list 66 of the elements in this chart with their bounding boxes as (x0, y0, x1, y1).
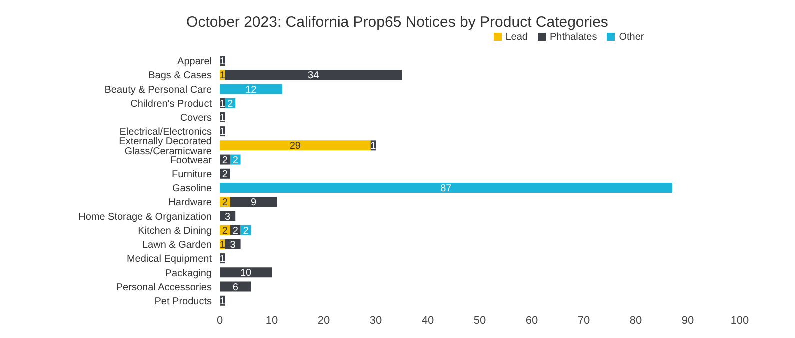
data-label: 1 (220, 70, 226, 82)
y-tick-label: Home Storage & Organization (78, 212, 212, 223)
y-tick-label: Beauty & Personal Care (104, 84, 212, 96)
data-label: 2 (222, 155, 228, 166)
data-label: 1 (220, 98, 226, 110)
y-tick-label: Personal Accessories (116, 282, 212, 294)
y-tick-label: Footwear (170, 155, 213, 166)
data-label: 2 (232, 226, 239, 237)
y-tick-label: Electrical/Electronics (120, 127, 212, 138)
data-label: 3 (230, 240, 236, 251)
legend-label: Phthalates (550, 32, 598, 43)
x-tick-label: 20 (318, 314, 330, 327)
y-tick-label: Apparel (178, 56, 212, 68)
x-tick-label: 70 (578, 314, 590, 327)
y-tick-label: Hardware (168, 198, 212, 209)
data-label: 1 (220, 56, 226, 68)
data-label: 2 (228, 98, 234, 110)
bar (220, 183, 672, 193)
data-label: 2 (243, 226, 250, 237)
data-label: 1 (220, 254, 226, 266)
y-tick-label: Bags & Cases (148, 70, 212, 82)
legend-label: Lead (506, 32, 528, 43)
data-label: 29 (290, 141, 302, 152)
data-label: 1 (220, 112, 226, 124)
x-tick-label: 10 (266, 314, 278, 327)
x-tick-label: 100 (730, 314, 750, 327)
chart-title: October 2023: California Prop65 Notices by Product Categories (186, 13, 610, 32)
data-label: 1 (220, 240, 226, 251)
data-label: 1 (220, 127, 226, 138)
data-label: 2 (222, 169, 228, 180)
x-tick-label: 0 (216, 314, 224, 327)
y-tick-label: Furniture (172, 169, 212, 180)
data-label: 87 (440, 184, 452, 195)
x-tick-label: 40 (422, 314, 434, 327)
data-label: 3 (225, 212, 232, 223)
data-label: 34 (308, 70, 320, 82)
bar (220, 268, 272, 278)
bar (225, 70, 402, 80)
y-tick-label: Packaging (165, 268, 212, 280)
bar (220, 84, 282, 94)
data-label: 9 (251, 198, 258, 209)
y-tick-label: Pet Products (154, 296, 212, 308)
x-tick-label: 80 (630, 314, 642, 327)
data-label: 6 (232, 282, 239, 294)
data-label: 10 (240, 268, 252, 280)
data-label: 1 (220, 296, 226, 308)
y-tick-label: Children's Product (130, 98, 212, 110)
data-label: 2 (222, 226, 228, 237)
data-label: 2 (222, 198, 228, 209)
data-label: 12 (246, 84, 258, 96)
y-tick-label: Covers (180, 113, 212, 124)
bar (220, 282, 252, 292)
x-tick-label: 50 (474, 314, 486, 327)
y-tick-label: Externally Decorated Glass/Ceramicware (119, 136, 212, 158)
x-tick-label: 30 (370, 314, 382, 327)
data-label: 1 (370, 141, 377, 152)
bar (230, 197, 278, 208)
bar (220, 140, 371, 151)
y-tick-label: Medical Equipment (126, 254, 212, 266)
data-label: 2 (232, 155, 239, 166)
y-tick-label: Gasoline (172, 184, 212, 195)
y-tick-label: Lawn & Garden (142, 240, 212, 252)
x-tick-label: 90 (682, 314, 694, 327)
y-tick-label: Kitchen & Dining (138, 226, 212, 237)
x-tick-label: 60 (526, 314, 538, 327)
legend-label: Other (619, 32, 644, 43)
